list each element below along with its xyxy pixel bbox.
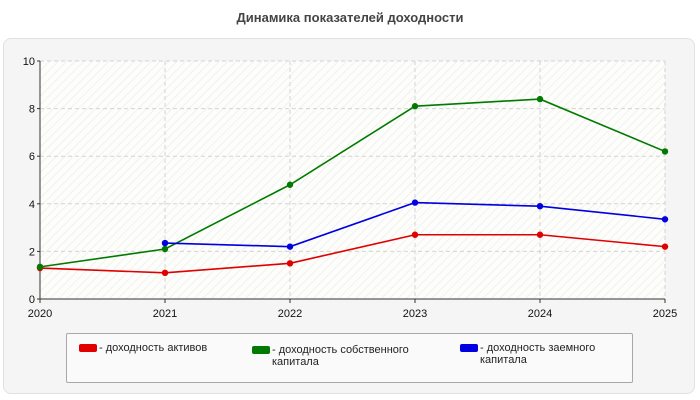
y-tick-label: 4 xyxy=(29,199,35,211)
data-point-2 xyxy=(661,216,669,223)
data-point-0 xyxy=(536,231,544,238)
data-point-2 xyxy=(161,239,169,247)
plot-area xyxy=(40,61,665,299)
legend-label-equity: - доходность собственного капитала xyxy=(272,344,409,368)
data-point-0 xyxy=(161,269,169,277)
tick-labels: 0 2 4 6 8 10 2020 2021 2022 2023 2024 2025 xyxy=(23,56,677,320)
series-line-0 xyxy=(39,233,666,274)
legend-swatch-debt xyxy=(460,344,478,352)
y-tick-label: 0 xyxy=(29,294,35,306)
legend-label-assets: - доходность активов xyxy=(99,342,208,354)
data-point-1 xyxy=(411,103,419,110)
y-tick-label: 2 xyxy=(29,246,35,258)
legend-swatch-equity xyxy=(252,346,270,354)
data-point-1 xyxy=(161,245,169,253)
x-tick-label: 2020 xyxy=(28,308,52,320)
axes xyxy=(37,60,666,303)
series-group xyxy=(36,95,669,277)
data-point-0 xyxy=(411,231,419,238)
legend: - доходность активов - доходность собств… xyxy=(66,333,633,383)
x-tick-label: 2025 xyxy=(653,308,677,320)
y-tick-label: 10 xyxy=(23,56,35,68)
data-point-2 xyxy=(411,199,419,206)
y-tick-label: 6 xyxy=(29,151,35,163)
x-tick-label: 2024 xyxy=(528,308,552,320)
data-point-2 xyxy=(286,243,294,250)
data-point-1 xyxy=(36,263,44,271)
data-point-1 xyxy=(661,148,669,155)
legend-label-debt: - доходность заемного капитала xyxy=(480,342,596,366)
legend-swatch-assets xyxy=(79,344,97,352)
series-line-1 xyxy=(39,98,666,268)
data-point-1 xyxy=(536,95,544,103)
data-point-0 xyxy=(661,243,669,250)
data-point-1 xyxy=(286,181,294,188)
x-tick-label: 2021 xyxy=(153,308,177,320)
data-point-0 xyxy=(286,260,294,267)
data-point-2 xyxy=(536,202,544,210)
x-tick-label: 2022 xyxy=(278,308,302,320)
chart-title: Динамика показателей доходности xyxy=(236,10,464,25)
x-tick-label: 2023 xyxy=(403,308,427,320)
y-tick-label: 8 xyxy=(29,104,35,116)
